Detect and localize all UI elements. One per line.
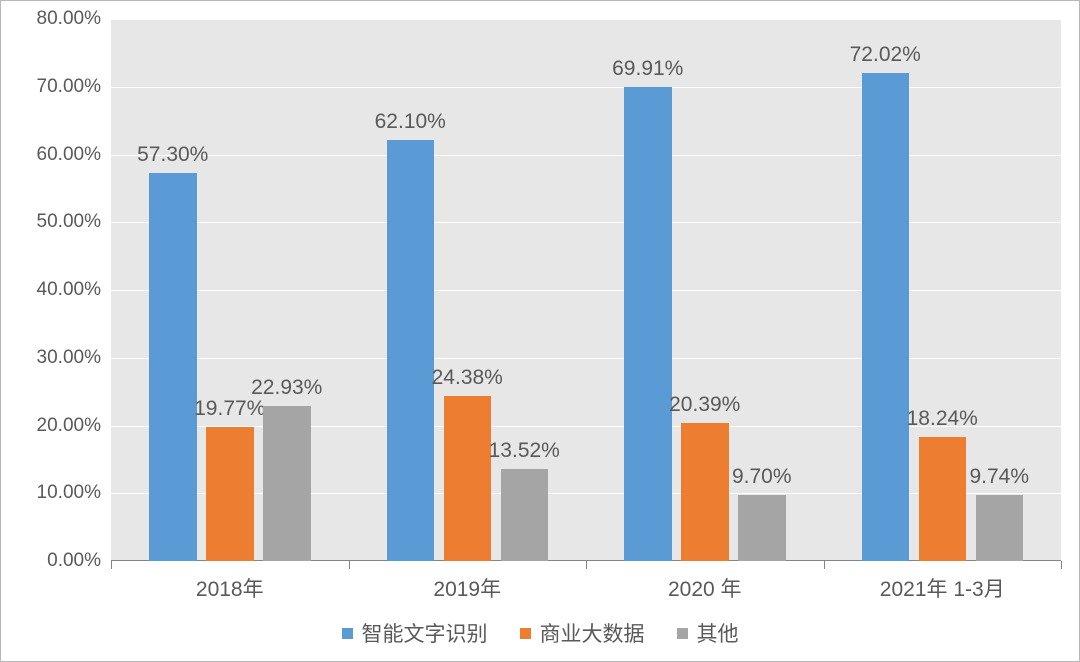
bar-value-label: 13.52% <box>489 439 560 463</box>
bar: 57.30% <box>149 173 197 561</box>
bar: 20.39% <box>681 423 729 561</box>
y-tick-label: 20.00% <box>37 415 101 437</box>
bar-value-label: 9.74% <box>969 465 1029 489</box>
gridline <box>111 19 1061 20</box>
bar: 13.52% <box>501 469 549 561</box>
x-tick-label: 2019年 <box>433 573 501 603</box>
legend-item: 商业大数据 <box>520 618 645 648</box>
x-tick <box>586 561 587 569</box>
bar-value-label: 57.30% <box>137 143 208 167</box>
bar: 72.02% <box>862 73 910 561</box>
bar-value-label: 22.93% <box>251 376 322 400</box>
x-tick-label: 2018年 <box>196 573 264 603</box>
gridline <box>111 358 1061 359</box>
y-tick-label: 0.00% <box>47 550 101 572</box>
legend: 智能文字识别 商业大数据 其他 <box>1 618 1079 648</box>
x-tick <box>111 561 112 569</box>
legend-item: 智能文字识别 <box>342 618 488 648</box>
bar: 69.91% <box>624 87 672 561</box>
legend-swatch <box>520 628 531 639</box>
x-tick <box>349 561 350 569</box>
bar-value-label: 62.10% <box>375 110 446 134</box>
legend-label: 其他 <box>697 618 739 648</box>
y-tick-label: 40.00% <box>37 279 101 301</box>
x-tick <box>1061 561 1062 569</box>
bar-value-label: 20.39% <box>669 393 740 417</box>
legend-label: 商业大数据 <box>540 618 645 648</box>
bar-value-label: 19.77% <box>194 397 265 421</box>
bar: 24.38% <box>444 396 492 561</box>
bar: 9.70% <box>738 495 786 561</box>
legend-swatch <box>342 628 353 639</box>
y-tick-label: 30.00% <box>37 347 101 369</box>
bar: 22.93% <box>263 406 311 561</box>
gridline <box>111 155 1061 156</box>
bar: 19.77% <box>206 427 254 561</box>
bar-value-label: 69.91% <box>612 57 683 81</box>
legend-label: 智能文字识别 <box>362 618 488 648</box>
bar-value-label: 24.38% <box>432 366 503 390</box>
y-tick-label: 10.00% <box>37 482 101 504</box>
y-tick-label: 80.00% <box>37 8 101 30</box>
bar-value-label: 9.70% <box>732 465 792 489</box>
bar: 18.24% <box>919 437 967 561</box>
y-tick-label: 60.00% <box>37 144 101 166</box>
legend-item: 其他 <box>677 618 739 648</box>
y-tick-label: 50.00% <box>37 211 101 233</box>
gridline <box>111 222 1061 223</box>
x-tick <box>824 561 825 569</box>
bar-chart: 0.00% 10.00% 20.00% 30.00% 40.00% 50.00% 60.00… <box>0 0 1080 662</box>
bar: 9.74% <box>976 495 1024 561</box>
gridline <box>111 87 1061 88</box>
legend-swatch <box>677 628 688 639</box>
x-tick-label: 2020 年 <box>668 573 742 603</box>
x-tick-label: 2021年 1-3月 <box>880 573 1005 603</box>
gridline <box>111 290 1061 291</box>
plot-area: 0.00%10.00%20.00%30.00%40.00%50.00%60.00… <box>111 19 1061 561</box>
y-tick-label: 70.00% <box>37 76 101 98</box>
bar-value-label: 18.24% <box>907 407 978 431</box>
bar-value-label: 72.02% <box>850 43 921 67</box>
bar: 62.10% <box>387 140 435 561</box>
